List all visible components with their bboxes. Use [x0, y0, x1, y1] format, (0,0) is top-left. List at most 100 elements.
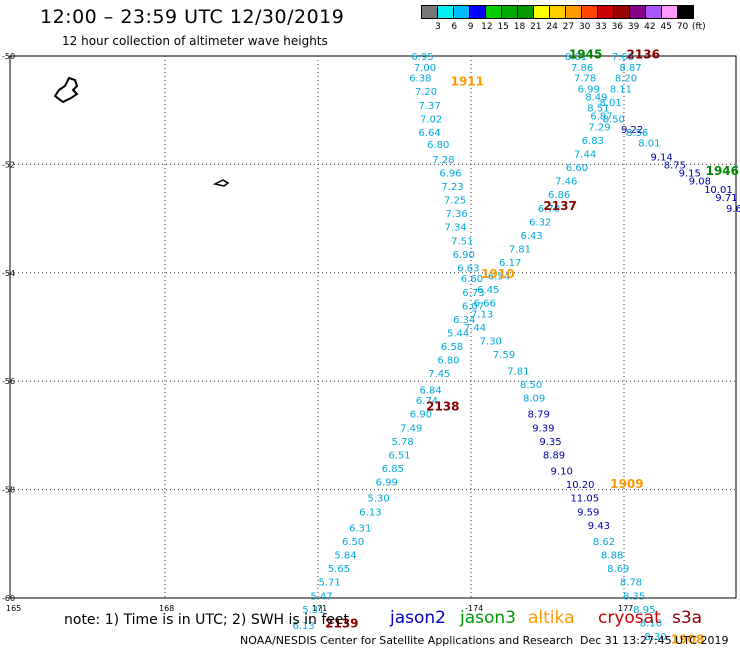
wave-height-point: 5.78 [391, 437, 413, 448]
pass-time-label: 1911 [451, 74, 484, 88]
color-scale-label: 3 [435, 22, 441, 32]
wave-height-point: 7.81 [509, 244, 531, 255]
pass-time-label: 2136 [627, 47, 660, 61]
wave-height-point: 6.95 [411, 52, 433, 63]
pass-time-label: 1910 [481, 267, 514, 281]
color-scale-label: 42 [644, 22, 656, 32]
x-tick-label: -174 [465, 604, 483, 613]
legend-jason2: jason2 [390, 608, 446, 628]
wave-height-point: 9.08 [689, 177, 711, 188]
wave-height-point: 6.86 [548, 190, 570, 201]
pass-time-label: 2137 [543, 199, 576, 213]
x-tick-label: 168 [159, 604, 174, 613]
wave-height-point: 7.37 [418, 101, 440, 112]
pass-time-label: 2138 [426, 400, 459, 414]
color-scale-label: 27 [562, 22, 575, 32]
legend-s3a: s3a [672, 608, 703, 628]
x-tick-label: 165 [6, 604, 21, 613]
legend-altika: altika [528, 608, 575, 628]
wave-height-point: 6.90 [410, 410, 432, 421]
color-scale-label: 21 [530, 22, 542, 32]
wave-height-point: 8.50 [603, 114, 625, 125]
chart-title: 12:00 – 23:59 UTC 12/30/2019 [40, 6, 345, 28]
pass-time-label: 2139 [325, 616, 358, 630]
color-scale-label: 33 [595, 22, 607, 32]
wave-height-point: 6.13 [293, 621, 315, 632]
wave-height-point: 8.88 [601, 551, 623, 562]
x-tick-label: 177 [618, 604, 633, 613]
wave-height-point: 9.43 [588, 521, 610, 532]
wave-height-point: 7.46 [555, 177, 577, 188]
color-scale-label: 6 [451, 22, 458, 32]
wave-height-point: 8.69 [607, 564, 629, 575]
wave-height-point: 7.02 [420, 114, 442, 125]
wave-height-point: 5.30 [367, 494, 389, 505]
wave-height-point: 10.20 [566, 480, 595, 491]
y-tick-label: -50 [2, 52, 15, 61]
color-scale-label: 39 [627, 22, 640, 32]
wave-height-point: 6.84 [419, 385, 441, 396]
wave-height-point: 7.20 [415, 87, 437, 98]
color-scale-label: 15 [497, 22, 509, 32]
wave-height-point: 8.01 [600, 98, 622, 109]
wave-height-point: 7.86 [571, 63, 593, 74]
credit-text: NOAA/NESDIS Center for Satellite Applica… [240, 634, 574, 647]
wave-height-point: 6.83 [582, 136, 604, 147]
wave-height-point: 6.85 [382, 464, 404, 475]
wave-height-point: 6.73 [462, 288, 484, 299]
wave-height-point: 5.71 [319, 578, 341, 589]
wave-height-point: 6.80 [437, 356, 459, 367]
color-scale-label: 30 [578, 22, 591, 32]
wave-height-point: 8.20 [615, 74, 637, 85]
color-scale-bar [421, 5, 694, 19]
wave-height-point: 8.09 [523, 393, 545, 404]
wave-height-point: 5.31 [302, 605, 324, 616]
color-scale-label: 70 [676, 22, 689, 32]
wave-height-point: 6.99 [578, 85, 600, 96]
chart-subtitle: 12 hour collection of altimeter wave hei… [62, 34, 328, 48]
wave-height-point: 8.78 [620, 578, 642, 589]
wave-height-point: 9.39 [532, 423, 554, 434]
pass-time-label: 1909 [610, 477, 643, 491]
wave-height-point: 8.49 [585, 93, 607, 104]
wave-height-point: 8.56 [626, 128, 648, 139]
y-tick-label: -60 [2, 594, 15, 603]
pass-time-label: 1945 [569, 47, 602, 61]
wave-height-point: 7.29 [588, 122, 610, 133]
wave-height-point: 9.71 [715, 193, 737, 204]
island-outline [53, 76, 79, 104]
wave-height-point: 6.45 [477, 285, 499, 296]
y-tick-label: -56 [2, 377, 15, 386]
wave-height-point: 8.87 [619, 63, 641, 74]
wave-height-point: 8.50 [520, 380, 542, 391]
wave-height-point: 8.79 [528, 410, 550, 421]
color-scale-label: 12 [481, 22, 493, 32]
y-tick-label: -58 [2, 486, 15, 495]
wave-height-point: 7.81 [507, 366, 529, 377]
legend-jason3: jason3 [460, 608, 516, 628]
wave-height-point: 7.00 [414, 63, 436, 74]
wave-height-point: 8.51 [587, 103, 609, 114]
wave-height-point: 9.59 [577, 507, 599, 518]
wave-height-point: 6.54 [488, 272, 510, 283]
pass-time-label: 1908 [671, 633, 704, 647]
wave-height-point: 8.01 [565, 52, 587, 63]
wave-height-point: 7.45 [428, 369, 450, 380]
y-tick-label: -54 [2, 269, 15, 278]
wave-height-point: 7.59 [493, 350, 515, 361]
wave-height-point: 6.60 [566, 163, 588, 174]
wave-height-point: 5.84 [334, 551, 356, 562]
wave-height-point: 6.80 [427, 140, 449, 151]
wave-height-point: 7.78 [574, 74, 596, 85]
wave-height-point: 9.15 [679, 169, 701, 180]
wave-height-point: 5.44 [447, 328, 469, 339]
wave-height-point: 7.36 [446, 209, 468, 220]
wave-height-point: 6.99 [376, 477, 398, 488]
wave-height-point: 8.35 [623, 591, 645, 602]
wave-height-point: 6.87 [590, 112, 612, 123]
wave-height-point: 7.49 [400, 423, 422, 434]
wave-height-point: 6.07 [462, 301, 484, 312]
wave-height-point: 6.64 [418, 128, 440, 139]
wave-height-point: 6.63 [457, 263, 479, 274]
